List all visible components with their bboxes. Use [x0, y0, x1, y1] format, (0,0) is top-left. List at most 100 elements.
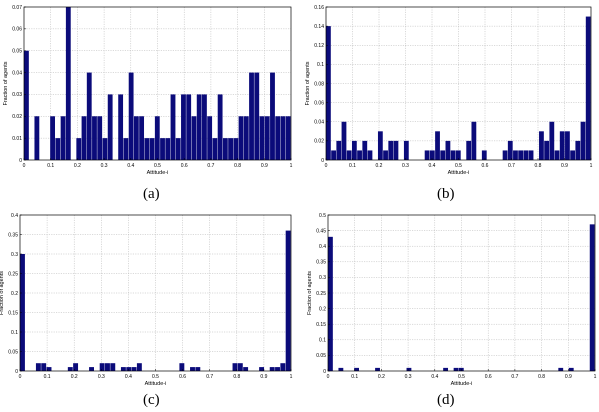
chart-b-bar	[575, 140, 581, 160]
x-tick-label: 0.2	[74, 163, 81, 169]
y-tick-label: 0	[323, 369, 326, 375]
chart-a-bar	[285, 116, 291, 160]
x-tick-label: 0.7	[206, 374, 213, 380]
chart-b-bar	[455, 150, 461, 160]
y-tick-label: 0.16	[314, 5, 324, 11]
chart-a-bar	[186, 94, 192, 160]
x-tick-label: 0.7	[508, 163, 515, 169]
y-tick-label: 0.4	[319, 244, 326, 250]
chart-b-bar	[528, 150, 534, 160]
chart-a-svg: 0 0.1 0.2 0.3 0.4 0.5 0.6 0.7 0.8 0.9 1 0 0.01 0.02 0.…	[3, 5, 293, 176]
chart-b-bar	[388, 140, 394, 160]
x-tick-label: 0.8	[538, 374, 545, 380]
x-tick-label: 1	[590, 163, 593, 169]
x-tick-label: 0.7	[511, 374, 518, 380]
y-tick-label: 0.04	[12, 70, 22, 76]
chart-a-bar	[139, 116, 145, 160]
x-tick-label: 0.4	[429, 163, 436, 169]
x-axis-label: Attitude-i	[147, 170, 169, 176]
x-tick-label: 0.5	[458, 374, 465, 380]
x-tick-label: 0.8	[535, 163, 542, 169]
chart-a-bar	[207, 116, 213, 160]
x-tick-label: 0.2	[378, 374, 385, 380]
chart-b-bar	[362, 140, 368, 160]
x-tick-label: 0.2	[376, 163, 383, 169]
chart-a-bar	[92, 116, 97, 160]
y-axis-label: Fraction of agents	[0, 271, 5, 315]
chart-b-bar	[585, 16, 591, 160]
x-tick-label: 0.6	[485, 374, 492, 380]
chart-c-bar	[280, 363, 286, 371]
chart-a-bar	[160, 138, 165, 160]
y-tick-label: 0.5	[319, 213, 326, 219]
chart-a-bar	[202, 94, 207, 160]
chart-d-bar	[568, 367, 574, 371]
chart-a-bar	[212, 138, 218, 160]
chart-a-bar	[76, 138, 82, 160]
chart-a-bar	[254, 72, 260, 160]
chart-panel-c: 0 0.1 0.2 0.3 0.4 0.5 0.6 0.7 0.8 0.9 1 0 0.05 0.1 0.1…	[0, 205, 299, 387]
x-tick-label: 0	[19, 374, 22, 380]
chart-d-svg: 0 0.1 0.2 0.3 0.4 0.5 0.6 0.7 0.8 0.9 1 0 0.05 0.1 0.1…	[307, 213, 597, 387]
chart-b-bar	[539, 131, 544, 160]
x-tick-label: 0.2	[71, 374, 78, 380]
y-tick-label: 0.12	[314, 43, 324, 49]
chart-d-bar	[406, 367, 412, 371]
chart-b-bar	[481, 150, 487, 160]
chart-c-bar	[259, 367, 265, 371]
y-tick-label: 0.05	[12, 49, 22, 55]
chart-a-bar	[259, 116, 265, 160]
chart-a-bar	[280, 116, 286, 160]
chart-a-bar	[264, 116, 270, 160]
chart-c-bar	[195, 367, 201, 371]
chart-b-svg: 0 0.1 0.2 0.3 0.4 0.5 0.6 0.7 0.8 0.9 1 0 0.02 0.04 0.…	[305, 5, 593, 176]
y-tick-label: 0.45	[316, 228, 326, 234]
x-tick-label: 0.1	[47, 163, 54, 169]
chart-b-bar	[377, 131, 383, 160]
chart-b-bar	[383, 150, 388, 160]
chart-a-bar	[275, 116, 281, 160]
x-tick-label: 0.6	[181, 163, 188, 169]
chart-c-bar	[179, 363, 185, 371]
x-tick-label: 0.3	[101, 163, 108, 169]
y-tick-label: 0.25	[316, 291, 326, 297]
chart-b-bar	[513, 150, 518, 160]
y-tick-label: 0.3	[319, 275, 326, 281]
chart-a-bar	[191, 116, 197, 160]
chart-a-bar	[170, 94, 176, 160]
x-tick-label: 0.9	[260, 374, 267, 380]
chart-b-bar	[502, 150, 508, 160]
y-tick-label: 0.06	[12, 27, 22, 33]
x-tick-label: 0.4	[431, 374, 438, 380]
chart-a-bar	[102, 138, 108, 160]
chart-panel-d: 0 0.1 0.2 0.3 0.4 0.5 0.6 0.7 0.8 0.9 1 0 0.05 0.1 0.1…	[300, 205, 599, 387]
chart-c-bar	[190, 367, 195, 371]
x-tick-label: 0	[23, 163, 26, 169]
x-tick-label: 0.9	[565, 374, 572, 380]
chart-c-bar	[35, 363, 41, 371]
x-tick-label: 0.5	[154, 163, 161, 169]
chart-c-bar	[136, 363, 142, 371]
y-axis-label: Fraction of agents	[3, 61, 9, 105]
chart-b-bar	[544, 140, 550, 160]
x-tick-label: 0.7	[207, 163, 214, 169]
chart-d-bar	[453, 367, 459, 371]
y-tick-label: 0.14	[314, 24, 324, 30]
chart-c-bar	[67, 367, 73, 371]
y-axis-label: Fraction of agents	[305, 61, 311, 105]
chart-b-bar	[403, 140, 409, 160]
chart-b-bar	[341, 121, 347, 160]
chart-d-bar	[558, 367, 564, 371]
chart-b-bar	[450, 150, 456, 160]
x-tick-label: 0.9	[261, 163, 268, 169]
chart-a-bar	[154, 116, 160, 160]
chart-c-bar	[131, 367, 137, 371]
chart-a-bar	[217, 94, 223, 160]
chart-c-bar	[110, 363, 116, 371]
x-tick-label: 0.3	[402, 163, 409, 169]
chart-b-bar	[559, 131, 565, 160]
x-tick-label: 0	[325, 163, 328, 169]
chart-a-bar	[233, 138, 239, 160]
chart-b-bar	[507, 140, 513, 160]
x-tick-label: 0.1	[349, 163, 356, 169]
